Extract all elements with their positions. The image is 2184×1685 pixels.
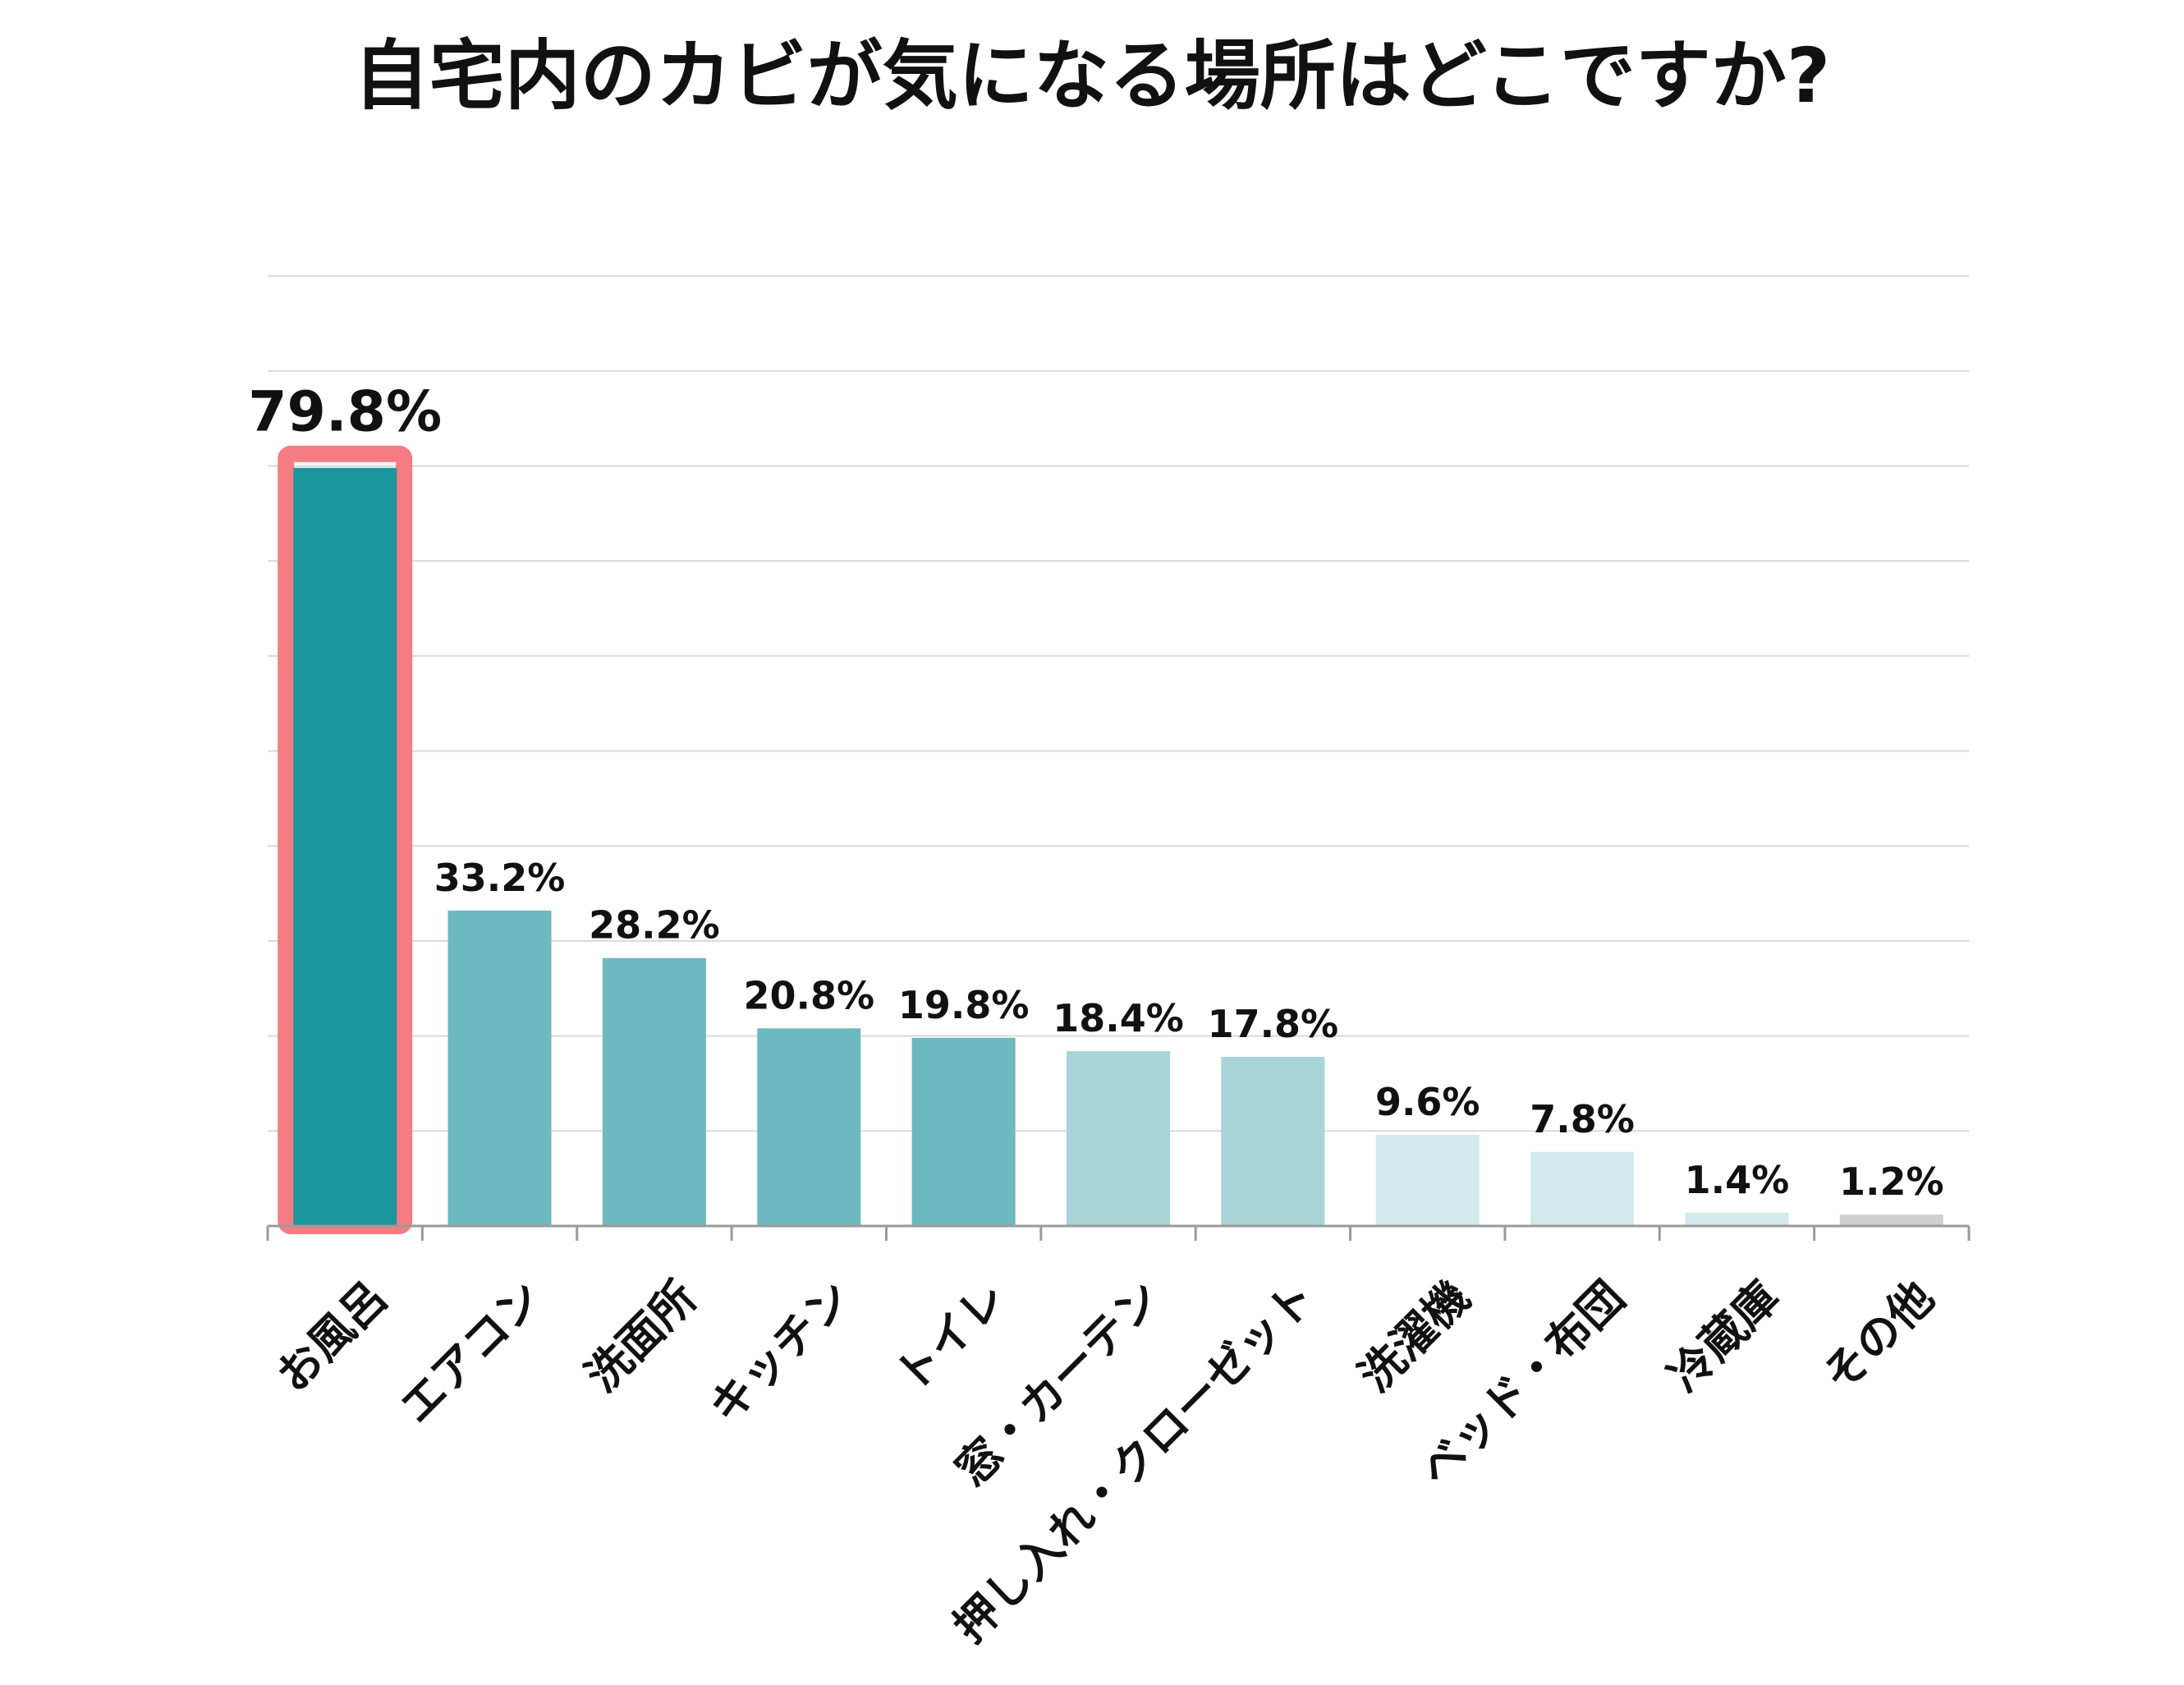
x-tick-label: お風呂 [267, 1271, 397, 1402]
x-tick-label: 洗濯機 [1349, 1271, 1480, 1402]
x-tick-label: その他 [1813, 1271, 1943, 1402]
bar [911, 1037, 1016, 1226]
bar [447, 910, 552, 1226]
bar [1375, 1134, 1480, 1226]
bar [293, 467, 397, 1226]
data-label: 20.8% [743, 973, 874, 1017]
x-tick-label: トイレ [885, 1271, 1016, 1402]
x-tick-label: エアコン [390, 1271, 552, 1433]
bar [1839, 1214, 1943, 1226]
bar [1685, 1212, 1789, 1226]
x-axis [266, 1224, 1971, 1241]
chart-title: 自宅内のカビが気になる場所はどこですか? [353, 32, 1831, 120]
data-label: 9.6% [1375, 1080, 1480, 1124]
data-label: 19.8% [898, 983, 1030, 1027]
bar [1530, 1151, 1635, 1226]
data-label: 17.8% [1208, 1002, 1339, 1046]
x-tick-label: キッチン [700, 1271, 861, 1433]
value-labels: 79.8% 33.2% 28.2% 20.8% 19.8% 18.4% 17.8% 9.6% 7… [248, 380, 1943, 1204]
bars [278, 445, 1943, 1234]
data-label: 1.2% [1839, 1159, 1944, 1204]
data-label: 33.2% [434, 856, 566, 900]
bar [1221, 1057, 1325, 1226]
bar [757, 1028, 861, 1226]
data-label: 28.2% [589, 903, 720, 948]
data-label: 18.4% [1053, 996, 1184, 1040]
bar [1067, 1051, 1170, 1226]
bar [602, 957, 706, 1226]
x-tick-label: 冷蔵庫 [1659, 1271, 1789, 1402]
x-tick-label: 洗面所 [576, 1271, 706, 1402]
data-label: 1.4% [1685, 1158, 1790, 1202]
data-label: 7.8% [1530, 1097, 1635, 1141]
data-label: 79.8% [248, 380, 442, 445]
